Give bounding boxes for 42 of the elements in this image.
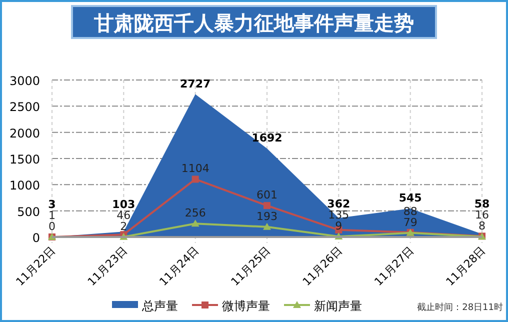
- data-label: 256: [184, 206, 206, 220]
- point: [192, 176, 199, 183]
- legend-label: 新闻声量: [314, 299, 362, 313]
- x-tick-label: 11月25日: [228, 244, 274, 288]
- point: [264, 202, 270, 210]
- point: [263, 222, 271, 230]
- data-label: 46: [116, 208, 131, 222]
- data-label: 3: [48, 198, 56, 211]
- y-tick-label: 2500: [9, 100, 40, 114]
- y-tick-label: 2000: [9, 126, 40, 140]
- y-tick-label: 1000: [9, 178, 40, 193]
- data-label: 16: [475, 208, 489, 222]
- data-label: 1: [48, 209, 56, 222]
- x-tick-label: 11月23日: [85, 244, 130, 288]
- data-label: 79: [403, 216, 418, 229]
- x-tick-label: 11月24日: [156, 244, 202, 288]
- x-tick-label: 11月22日: [14, 244, 58, 288]
- data-label: 1692: [252, 131, 282, 144]
- data-label: 8: [478, 220, 486, 233]
- data-label: 103: [112, 198, 136, 211]
- point: [191, 220, 200, 227]
- y-tick-label: 1500: [9, 152, 40, 166]
- x-tick-label: 11月28日: [444, 244, 488, 288]
- y-tick-label: 3000: [9, 74, 40, 88]
- data-label: 362: [327, 198, 350, 211]
- chart-title: 甘肃陇西千人暴力征地事件声量走势: [93, 11, 414, 35]
- legend-label: 微博声量: [222, 299, 270, 313]
- data-label: 545: [398, 191, 422, 204]
- data-label: 0: [48, 220, 56, 233]
- x-tick-label: 11月27日: [372, 244, 416, 288]
- y-tick-label: 500: [17, 204, 40, 219]
- y-tick-label: 0: [32, 231, 40, 245]
- data-label: 88: [403, 204, 418, 218]
- data-label: 2727: [180, 77, 211, 90]
- data-label: 1104: [181, 162, 210, 176]
- data-label: 193: [256, 210, 278, 223]
- x-tick-label: 11月26日: [300, 244, 345, 288]
- legend-label: 总声量: [141, 299, 178, 313]
- text: 截止时间：28日11时: [417, 302, 503, 313]
- data-label: 601: [256, 188, 278, 202]
- data-label: 58: [474, 198, 490, 211]
- data-label: 2: [120, 220, 128, 233]
